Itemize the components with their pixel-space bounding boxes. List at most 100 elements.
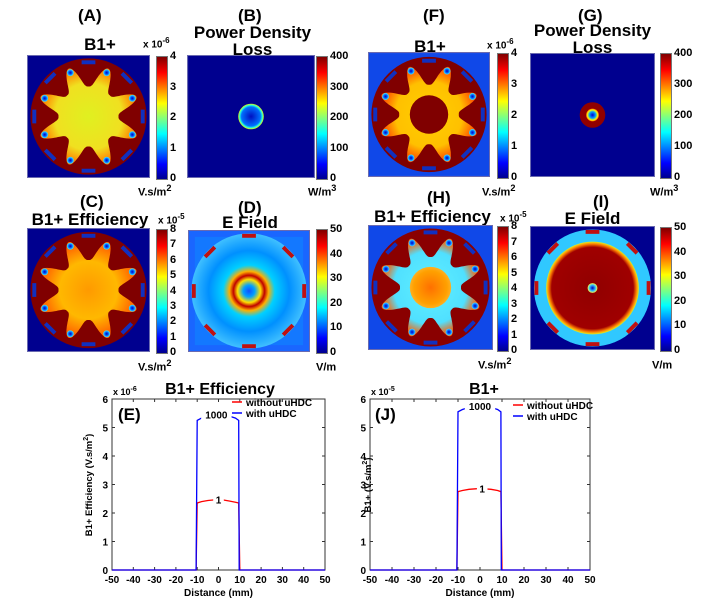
coil-element xyxy=(120,148,134,162)
field-minimum xyxy=(103,156,111,164)
legend-label: without uHDC xyxy=(526,401,593,412)
unit-power: 2 xyxy=(166,183,172,193)
colorbar-unit: V.s/m2 xyxy=(138,358,171,374)
unit-base: V.s/m xyxy=(478,359,507,372)
x-tick-label: -40 xyxy=(385,575,400,586)
field-minimum xyxy=(128,304,136,312)
colorbar-tick: 20 xyxy=(674,294,687,307)
unit-base: W/m xyxy=(650,186,674,199)
unit-power: 3 xyxy=(331,183,337,193)
exponent-base: x 10 xyxy=(500,213,520,225)
colorbar-tick: 10 xyxy=(674,319,687,332)
colorbar-tick: 0 xyxy=(674,344,681,356)
x-tick-label: 0 xyxy=(477,575,483,586)
panel-label: (E) xyxy=(118,405,141,424)
y-label-end: ) xyxy=(84,434,95,437)
annotation-label: 1000 xyxy=(205,411,228,422)
coil-element xyxy=(281,245,295,259)
field-minimum xyxy=(408,328,416,336)
colorbar-tick: 200 xyxy=(674,109,693,121)
field-minimum xyxy=(41,131,49,139)
colorbar-tick: 4 xyxy=(170,284,177,297)
heatmap-a xyxy=(27,55,150,178)
annotation-background xyxy=(464,399,496,412)
coil-element xyxy=(373,107,378,122)
field-minimum xyxy=(66,69,74,77)
coil-element xyxy=(463,320,476,333)
coil-element xyxy=(191,284,196,298)
exponent-power: -6 xyxy=(506,37,514,46)
colorbar-tick: 4 xyxy=(170,50,177,62)
coil-element xyxy=(373,280,378,295)
coil-element xyxy=(385,320,398,333)
loss-core xyxy=(586,108,599,122)
panel-title: E Field xyxy=(222,213,278,232)
colorbar xyxy=(660,227,672,352)
unit-base: V/m xyxy=(316,361,337,374)
colorbar-tick: 8 xyxy=(511,220,518,232)
coil-element xyxy=(32,283,37,297)
y-label-base: B1+ Efficiency (V.s/m xyxy=(84,441,95,537)
colorbar-tick: 7 xyxy=(511,235,518,248)
x-tick-label: -40 xyxy=(126,575,141,586)
field-minimum xyxy=(407,67,415,75)
colorbar-tick: 30 xyxy=(674,270,687,283)
colorbar-tick: 3 xyxy=(170,80,177,93)
panel-label: (C) xyxy=(80,192,104,211)
colorbar-tick: 0 xyxy=(511,171,518,183)
heatmap-i xyxy=(530,226,655,350)
colorbar-tick: 300 xyxy=(674,78,693,90)
colorbar xyxy=(156,56,168,180)
colorbar-tick: 0 xyxy=(170,346,177,358)
coil-element xyxy=(646,281,651,295)
field-minimum xyxy=(471,265,479,273)
x-tick-label: 30 xyxy=(277,575,289,586)
colorbar-tick: 1 xyxy=(511,140,518,152)
x-tick-label: -10 xyxy=(190,575,205,586)
coil-element xyxy=(546,321,560,334)
coil-element xyxy=(422,58,436,63)
unit-base: V/m xyxy=(652,359,673,372)
x-axis-label: Distance (mm) xyxy=(446,588,515,599)
y-exponent: x 10-5 xyxy=(371,386,395,397)
field-minimum xyxy=(382,93,389,100)
colorbar-unit: W/m3 xyxy=(650,183,678,199)
coil-element xyxy=(460,70,474,83)
colorbar-tick: 5 xyxy=(170,269,177,282)
legend-label: with uHDC xyxy=(526,412,578,423)
colorbar-tick: 400 xyxy=(674,47,693,59)
x-tick-label: 30 xyxy=(540,575,552,586)
field-minimum xyxy=(66,156,74,164)
field-minimum xyxy=(103,330,111,338)
coil-element xyxy=(585,229,600,234)
colorbar-unit: V/m xyxy=(316,358,336,374)
colorbar-tick: 2 xyxy=(170,315,177,328)
field-minimum xyxy=(469,129,476,136)
field-minimum xyxy=(41,94,49,102)
coil-element xyxy=(384,70,398,83)
colorbar-tick: 1 xyxy=(511,328,518,341)
field-pattern xyxy=(40,241,137,339)
y-exponent: x 10-6 xyxy=(113,386,137,397)
y-tick-label: 5 xyxy=(360,424,366,435)
colorbar-tick: 0 xyxy=(674,171,681,183)
y-tick-label: 2 xyxy=(360,509,366,520)
panel-label: (F) xyxy=(423,6,445,25)
coil-element xyxy=(302,284,307,298)
colorbar xyxy=(660,53,672,179)
x-tick-label: -50 xyxy=(105,575,120,586)
coil-element xyxy=(625,242,639,255)
field-minimum xyxy=(469,93,476,100)
unit-power: 2 xyxy=(506,356,512,366)
colorbar-exponent: x 10-5 xyxy=(500,210,527,224)
chart-title: B1+ Efficiency xyxy=(165,381,275,398)
colorbar-tick: 50 xyxy=(674,221,687,233)
annotation-background xyxy=(201,408,232,421)
exponent-base: x 10 xyxy=(143,39,163,51)
exponent-power: -5 xyxy=(177,212,185,221)
field-minimum xyxy=(408,239,416,247)
annotation-background xyxy=(476,482,488,495)
y-axis-label: B1+ Efficiency (V.s/m2) xyxy=(83,434,95,537)
colorbar-tick: 10 xyxy=(330,321,343,334)
